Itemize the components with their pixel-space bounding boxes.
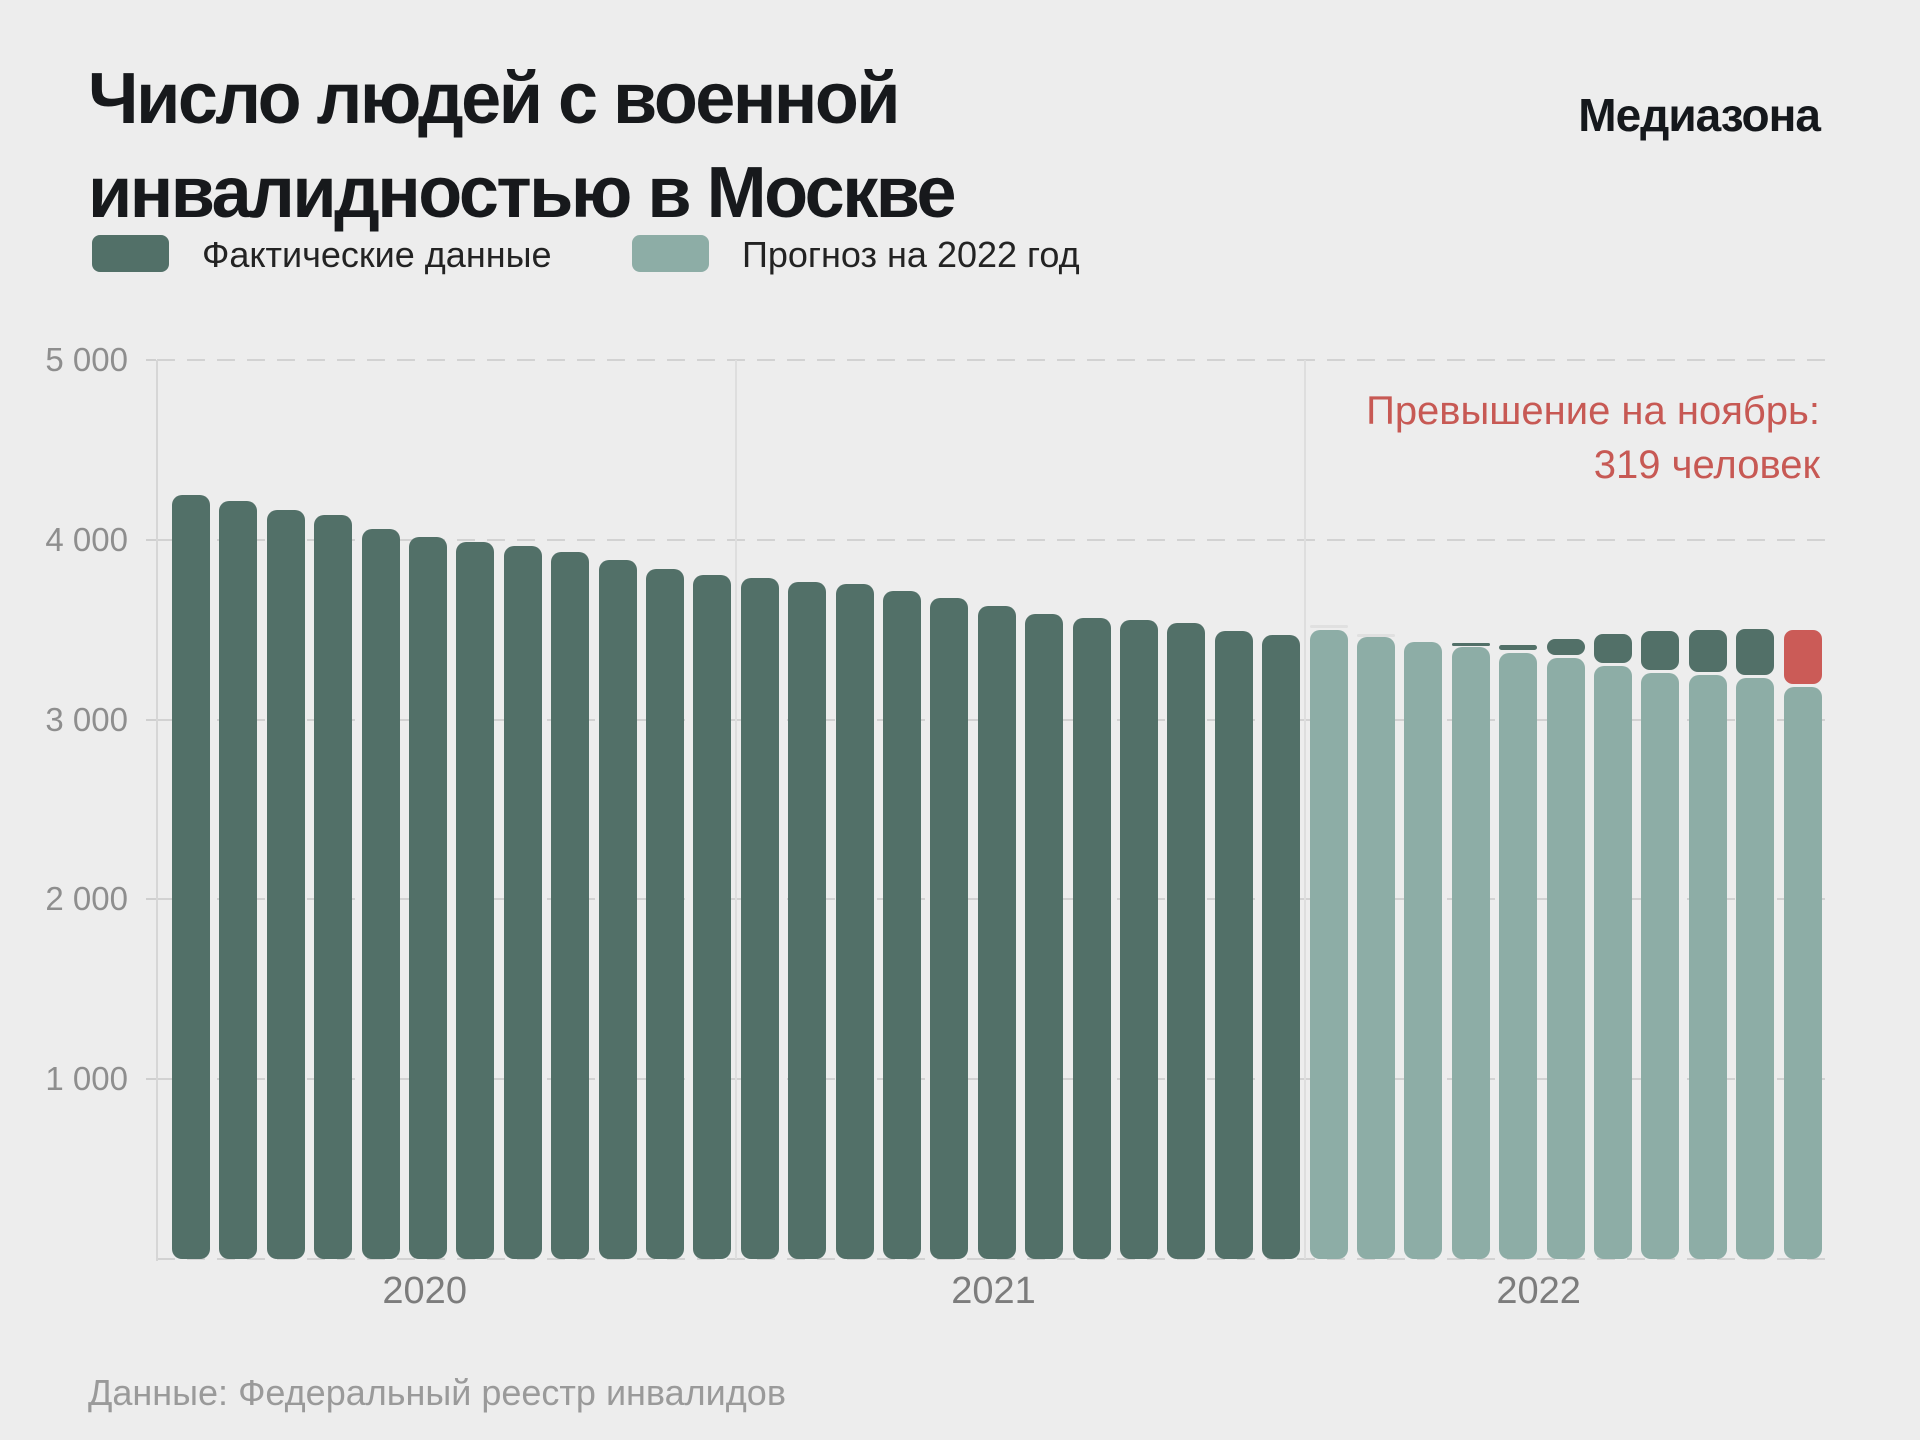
bar-excess-2022-11 [1783,629,1822,685]
bar-2020-5 [361,529,400,1259]
bar-forecast-2022-10 [1736,678,1775,1259]
bar-2020-4 [314,514,353,1259]
bar-forecast-2022-6 [1546,657,1585,1259]
bar-2021-6 [977,606,1016,1259]
y-axis-tick-5000 [146,359,156,361]
legend-swatch-actual [92,235,169,272]
bar-actual-2022-4 [1451,643,1490,646]
bar-2021-3 [835,583,874,1259]
chart-legend: Фактические данные Прогноз на 2022 год [0,235,1920,275]
bar-2020-10 [598,559,637,1259]
bar-2020-12 [693,575,732,1259]
bar-2021-12 [1262,635,1301,1259]
y-axis-line [156,360,158,1261]
y-axis-tick-4000 [146,538,156,541]
bar-2021-11 [1214,630,1253,1259]
bar-2020-1 [172,495,210,1259]
legend-label-actual: Фактические данные [202,234,552,275]
bar-2021-7 [1025,614,1064,1259]
y-axis-label-2000: 2 000 [45,880,128,918]
ghost-mark-2022-2 [1357,634,1395,638]
bar-2021-9 [1120,619,1158,1259]
bar-actual-2022-8 [1641,631,1680,671]
legend-label-forecast: Прогноз на 2022 год [742,234,1080,275]
x-axis-label-2022: 2022 [1496,1270,1581,1312]
bar-2021-8 [1072,618,1111,1259]
bar-actual-2022-5 [1499,644,1538,650]
y-axis-tick-3000 [146,718,156,721]
y-axis-label-4000: 4 000 [45,520,128,558]
excess-annotation-line2: 319 человек [1593,443,1820,487]
bar-forecast-2022-5 [1499,652,1538,1259]
baseline-gridline [157,1258,1832,1260]
bar-2021-2 [788,582,827,1259]
bar-2020-11 [646,568,684,1259]
excess-annotation: Превышение на ноябрь: 319 человек [1366,384,1820,492]
year-separator [735,360,738,1259]
bar-2021-4 [883,591,921,1259]
bar-2020-9 [551,552,590,1259]
y-axis-tick-1000 [146,1078,156,1081]
bar-2020-3 [266,509,305,1259]
bar-2021-10 [1167,623,1206,1259]
bar-2020-2 [219,500,258,1259]
bar-2020-7 [456,541,495,1259]
page-title-line1: Число людей с военной [88,59,901,139]
bar-actual-2022-10 [1736,628,1775,676]
brand-logo: Медиазона [1578,89,1821,141]
page-title-line2: инвалидностью в Москве [88,153,957,233]
y-axis-label-5000: 5 000 [45,341,128,378]
bar-actual-2022-7 [1594,634,1632,663]
y-axis-label-3000: 3 000 [45,700,128,738]
bar-forecast-2022-9 [1688,675,1727,1259]
year-separator [1303,360,1306,1259]
bar-actual-2022-9 [1688,630,1727,672]
excess-annotation-line1: Превышение на ноябрь: [1366,389,1820,433]
bar-2020-8 [503,545,542,1259]
bar-forecast-2022-8 [1641,673,1680,1259]
gridline-4000 [157,538,1832,541]
bar-forecast-2022-2 [1357,636,1395,1259]
x-axis-label-2021: 2021 [951,1270,1036,1312]
bar-2020-6 [409,536,447,1259]
bar-2021-1 [740,577,779,1259]
y-axis-tick-2000 [146,898,156,901]
page-title: Число людей с военной инвалидностью в Мо… [88,52,957,240]
gridline-5000 [157,359,1832,361]
ghost-mark-2022-1 [1309,624,1348,628]
x-axis-label-2020: 2020 [382,1270,467,1312]
bar-forecast-2022-4 [1451,646,1490,1259]
bar-forecast-2022-1 [1309,630,1348,1259]
data-source-caption: Данные: Федеральный реестр инвалидов [88,1372,786,1413]
bar-forecast-2022-11 [1783,687,1822,1259]
bar-2021-5 [930,598,969,1259]
bar-forecast-2022-7 [1594,666,1632,1259]
y-axis-label-1000: 1 000 [45,1060,128,1098]
legend-swatch-forecast [632,235,709,272]
bar-forecast-2022-3 [1404,641,1443,1259]
bar-actual-2022-6 [1546,639,1585,655]
